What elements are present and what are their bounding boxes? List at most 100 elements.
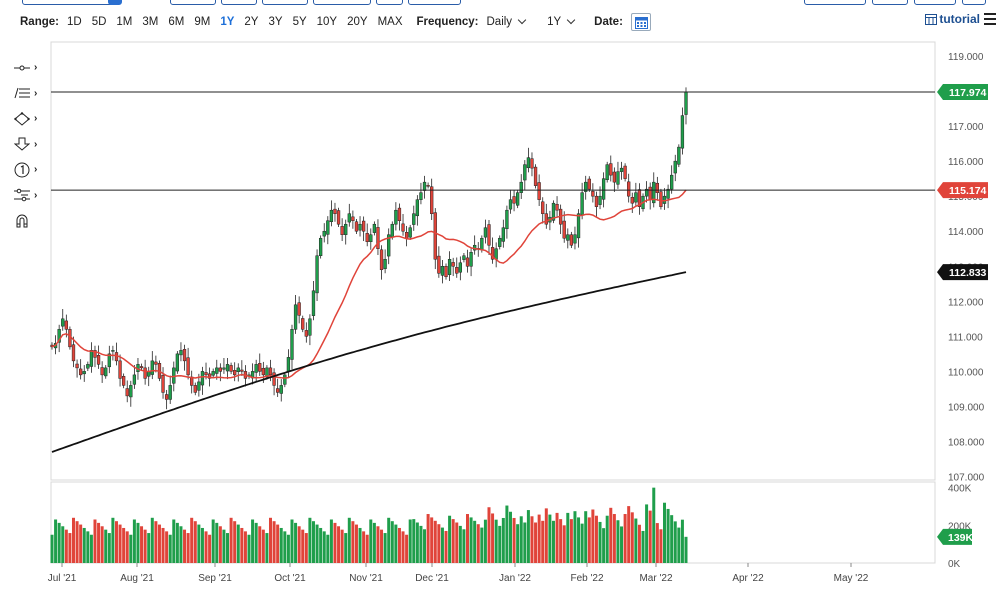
- candle-body: [584, 181, 588, 192]
- candle-body: [469, 251, 473, 267]
- fib-tool[interactable]: ›: [14, 81, 50, 107]
- volume-tick-label: 200K: [948, 521, 972, 532]
- volume-bar: [304, 533, 308, 563]
- candle-body: [358, 223, 362, 231]
- chevron-right-icon: ›: [34, 164, 38, 176]
- volume-bar: [670, 515, 674, 563]
- frequency-select[interactable]: Daily: [487, 15, 527, 28]
- volume-bar: [71, 517, 75, 563]
- arrow-down-icon: [14, 137, 30, 151]
- volume-bar: [440, 527, 444, 563]
- candle-body: [541, 201, 545, 214]
- volume-bar: [526, 510, 530, 563]
- range-3m[interactable]: 3M: [142, 16, 159, 28]
- volume-bar: [100, 526, 104, 563]
- volume-bar: [297, 526, 301, 563]
- volume-bar: [294, 522, 298, 563]
- volume-bar: [326, 534, 330, 563]
- volume-bar: [648, 510, 652, 563]
- volume-bar: [423, 529, 427, 563]
- candle-body: [107, 353, 111, 368]
- drawing-tools: › › › › › ›: [14, 55, 50, 234]
- candle-body: [311, 290, 316, 316]
- symbol-go-button-stub[interactable]: [108, 0, 122, 5]
- measure-tool[interactable]: ›: [14, 183, 50, 209]
- candle-body: [487, 224, 491, 246]
- candle-body: [598, 195, 602, 205]
- magnet-tool[interactable]: [14, 208, 50, 234]
- candle-body: [57, 329, 61, 343]
- ma-fast-badge-label: 115.174: [949, 185, 987, 197]
- toolbar-button-stub[interactable]: [221, 0, 257, 5]
- tutorial-link[interactable]: tutorial: [925, 12, 980, 26]
- range-1d[interactable]: 1D: [66, 16, 82, 28]
- volume-bar: [243, 531, 247, 563]
- toolbar-button-stub[interactable]: [872, 0, 908, 5]
- volume-bar: [104, 529, 108, 563]
- candle-body: [415, 199, 420, 217]
- volume-bar: [272, 521, 276, 563]
- menu-icon[interactable]: [984, 13, 996, 28]
- volume-bar: [154, 521, 158, 563]
- volume-bar: [50, 534, 54, 563]
- toolbar-button-stub[interactable]: [408, 0, 461, 5]
- range-9m[interactable]: 9M: [194, 16, 211, 28]
- candle-body: [286, 357, 291, 372]
- candle-body: [82, 371, 86, 375]
- toolbar-button-stub[interactable]: [804, 0, 866, 5]
- range-20y[interactable]: 20Y: [347, 16, 368, 28]
- price-tick-label: 111.000: [948, 332, 983, 343]
- toolbar-button-stub[interactable]: [962, 0, 986, 5]
- candle-body: [340, 226, 344, 235]
- range-5y[interactable]: 5Y: [292, 16, 307, 28]
- volume-bar: [347, 517, 351, 563]
- volume-bar: [82, 527, 86, 563]
- line-tool[interactable]: ›: [14, 55, 50, 81]
- candle-body: [666, 188, 670, 199]
- volume-bar: [516, 524, 520, 563]
- volume-bar: [261, 529, 265, 563]
- magnet-icon: [16, 214, 28, 228]
- range-1y[interactable]: 1Y: [220, 16, 235, 28]
- volume-bar: [469, 517, 473, 563]
- range-10y[interactable]: 10Y: [316, 16, 338, 28]
- measure-icon: [14, 188, 30, 202]
- range-label: Range:: [20, 16, 59, 28]
- candle-body: [175, 353, 180, 372]
- range-3y[interactable]: 3Y: [268, 16, 283, 28]
- calendar-icon[interactable]: [630, 13, 651, 31]
- toolbar-button-stub[interactable]: [262, 0, 308, 5]
- volume-badge-bg: [937, 528, 972, 545]
- candle-body: [498, 237, 502, 247]
- annotation-tool[interactable]: ›: [14, 157, 50, 183]
- price-tick-label: 110.000: [948, 367, 984, 378]
- volume-bar: [491, 513, 495, 563]
- candle-body: [530, 158, 534, 169]
- range-6m[interactable]: 6M: [168, 16, 185, 28]
- volume-bar: [419, 525, 423, 563]
- volume-bar: [462, 529, 466, 563]
- range-2y[interactable]: 2Y: [244, 16, 259, 28]
- arrow-tool[interactable]: ›: [14, 132, 50, 158]
- volume-bar: [630, 512, 634, 563]
- toolbar-button-stub[interactable]: [376, 0, 403, 5]
- range-5d[interactable]: 5D: [91, 16, 107, 28]
- candle-body: [483, 227, 488, 238]
- period-select[interactable]: 1Y: [547, 15, 576, 28]
- range-max[interactable]: MAX: [377, 16, 403, 28]
- candle-body: [501, 227, 505, 242]
- toolbar-button-stub[interactable]: [313, 0, 371, 5]
- shape-tool[interactable]: ›: [14, 106, 50, 132]
- volume-bar: [351, 521, 355, 563]
- ma-slow-badge: 112.833: [937, 264, 988, 281]
- candle-body: [494, 248, 498, 260]
- candle-body: [566, 234, 570, 241]
- toolbar-button-stub[interactable]: [914, 0, 956, 5]
- volume-bar: [168, 534, 172, 563]
- toolbar-button-stub[interactable]: [170, 0, 216, 5]
- candle-body: [279, 385, 283, 394]
- volume-bar: [344, 533, 348, 563]
- volume-bar: [125, 531, 129, 563]
- range-1m[interactable]: 1M: [116, 16, 133, 28]
